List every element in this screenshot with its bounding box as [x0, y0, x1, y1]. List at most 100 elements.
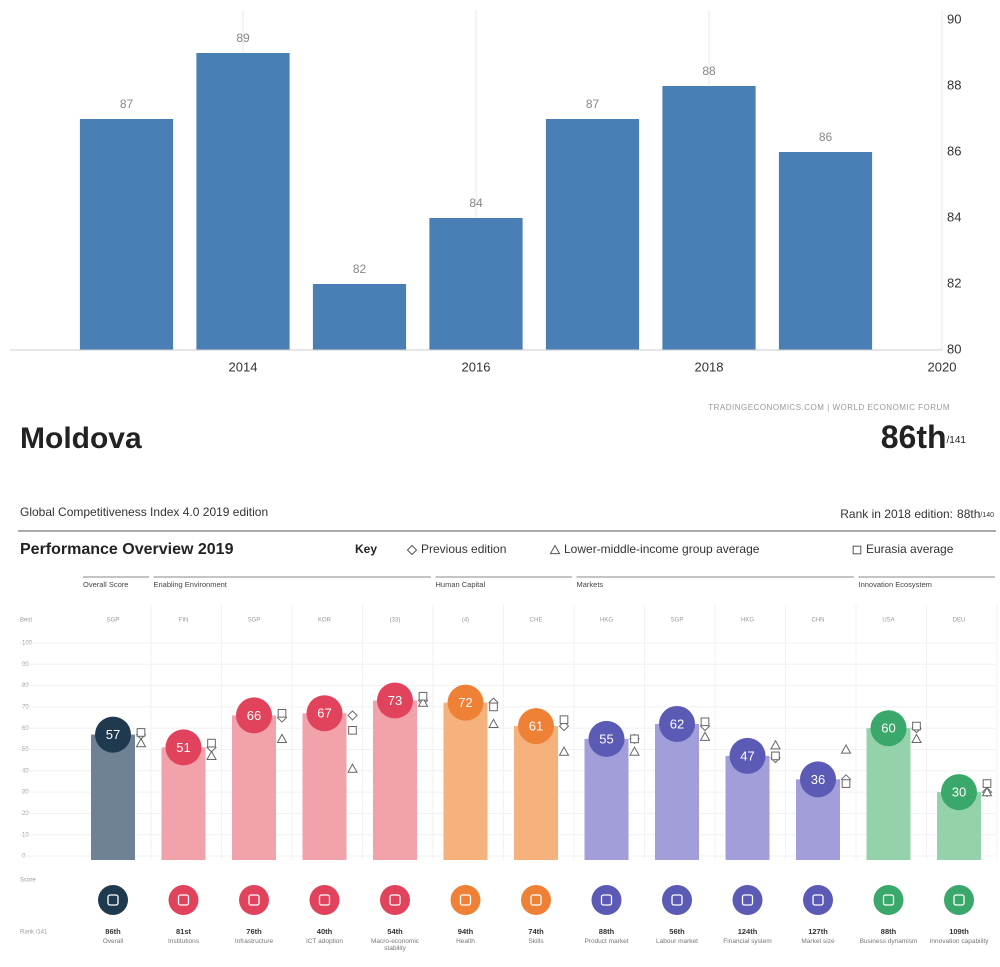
pillar-icon — [591, 885, 622, 915]
value-label: 84 — [469, 196, 483, 210]
pillar-bar — [91, 734, 135, 860]
rank-label: 81st — [176, 927, 192, 936]
rank-value: 86th — [881, 419, 947, 455]
rank-label: 94th — [458, 927, 474, 936]
prev-rank-total: /140 — [980, 512, 994, 519]
pillar-name: Health — [456, 938, 475, 945]
pillar-bar — [443, 702, 488, 860]
rank: 86th/141 — [881, 419, 967, 455]
score-label: 61 — [529, 719, 543, 734]
score-badge — [800, 761, 836, 798]
score-badge — [659, 705, 695, 742]
y-tick-label: 88 — [947, 77, 961, 92]
pillar-icon-glyph — [812, 894, 824, 906]
marker-triangle — [276, 733, 288, 743]
marker-triangle — [135, 737, 147, 748]
score-badge — [377, 682, 413, 719]
pillar-name: Overall — [102, 938, 124, 945]
y-tick-label: 80 — [947, 341, 961, 356]
pillar-name: Labour market — [656, 938, 698, 945]
group-label: Overall Score — [83, 580, 128, 589]
marker-square — [348, 726, 357, 735]
y-tick-label: 84 — [947, 209, 961, 224]
pillar-name: Macro-economic stability — [370, 938, 420, 952]
rank-label: 56th — [669, 927, 685, 936]
bar — [79, 119, 174, 350]
best-label: DEU — [953, 618, 966, 624]
legend-label: Lower-middle-income group average — [564, 542, 760, 556]
value-label: 87 — [120, 97, 134, 111]
y-tick-label: 86 — [947, 143, 961, 158]
pillar-name: Market size — [801, 938, 835, 945]
bar — [545, 119, 640, 350]
marker-square — [630, 734, 639, 744]
marker-diamond — [347, 710, 358, 721]
pillar-bar — [302, 713, 347, 860]
score-label: 62 — [670, 716, 684, 731]
y-tick-label: 50 — [22, 747, 29, 753]
bar — [662, 86, 756, 350]
marker-triangle — [558, 746, 570, 756]
best-label: (4) — [462, 618, 469, 624]
marker-square — [771, 751, 780, 761]
marker-triangle — [770, 739, 781, 750]
pillar-name: Business dynamism — [859, 938, 918, 945]
y-tick-label: 82 — [947, 275, 961, 290]
best-label: (33) — [390, 618, 401, 624]
pillar-icon-glyph — [389, 894, 401, 906]
best-label: Best — [20, 618, 32, 624]
group-label: Markets — [577, 580, 604, 589]
best-label: HKG — [741, 618, 754, 624]
y-tick-label: 80 — [22, 683, 29, 689]
score-label: 36 — [811, 772, 825, 787]
rank-label: 86th — [105, 927, 121, 936]
bar — [196, 53, 290, 350]
rank-label: 88th — [881, 927, 897, 936]
pillar-name: ICT adoption — [305, 938, 344, 945]
pillar-bar — [373, 700, 417, 860]
y-tick-label: 30 — [22, 790, 29, 796]
pillar-icon — [944, 885, 974, 915]
marker-square — [489, 702, 498, 712]
value-label: 89 — [236, 31, 250, 45]
x-tick-label: 2014 — [229, 359, 258, 374]
pillar-bar — [161, 747, 206, 860]
marker-triangle — [699, 731, 711, 741]
key-label: Key — [355, 542, 377, 556]
y-tick-label: 70 — [22, 704, 29, 710]
x-tick-label: 2016 — [462, 359, 491, 374]
score-label: 30 — [952, 785, 966, 800]
best-label: CHN — [812, 618, 825, 624]
score-label: 66 — [247, 708, 261, 723]
source: TRADINGECONOMICS.COM | WORLD ECONOMIC FO… — [708, 403, 950, 412]
best-label: HKG — [600, 618, 613, 624]
prev-rank-value: 88th — [957, 507, 980, 521]
score-badge — [447, 684, 484, 721]
pillar-icon — [873, 885, 904, 915]
value-label: 88 — [702, 64, 716, 78]
pillar-icon-glyph — [600, 894, 613, 906]
pillar-icon — [521, 885, 551, 915]
group-label: Innovation Ecosystem — [859, 580, 932, 589]
rank-label: 74th — [528, 927, 544, 936]
edition: Global Competitiveness Index 4.0 2019 ed… — [20, 505, 268, 519]
rank-label: 76th — [246, 927, 262, 936]
marker-square — [912, 721, 921, 731]
score-badge — [870, 710, 907, 747]
score-label: 57 — [106, 727, 120, 742]
y-tick-label: 40 — [22, 768, 29, 774]
pillar-icon — [380, 885, 410, 915]
pillar-bar — [584, 738, 629, 860]
value-label: 82 — [353, 262, 367, 276]
legend-label: Eurasia average — [866, 542, 954, 556]
pillar-icon-glyph — [882, 894, 895, 906]
pillar-icon-glyph — [107, 894, 119, 906]
x-tick-label: 2020 — [928, 359, 957, 374]
pillar-icon-glyph — [459, 894, 472, 906]
score-label: 47 — [740, 748, 754, 763]
y-tick-label: 0 — [22, 854, 26, 860]
pillar-bar — [655, 723, 699, 860]
score-label: 72 — [458, 695, 472, 710]
best-label: SGP — [671, 618, 684, 624]
